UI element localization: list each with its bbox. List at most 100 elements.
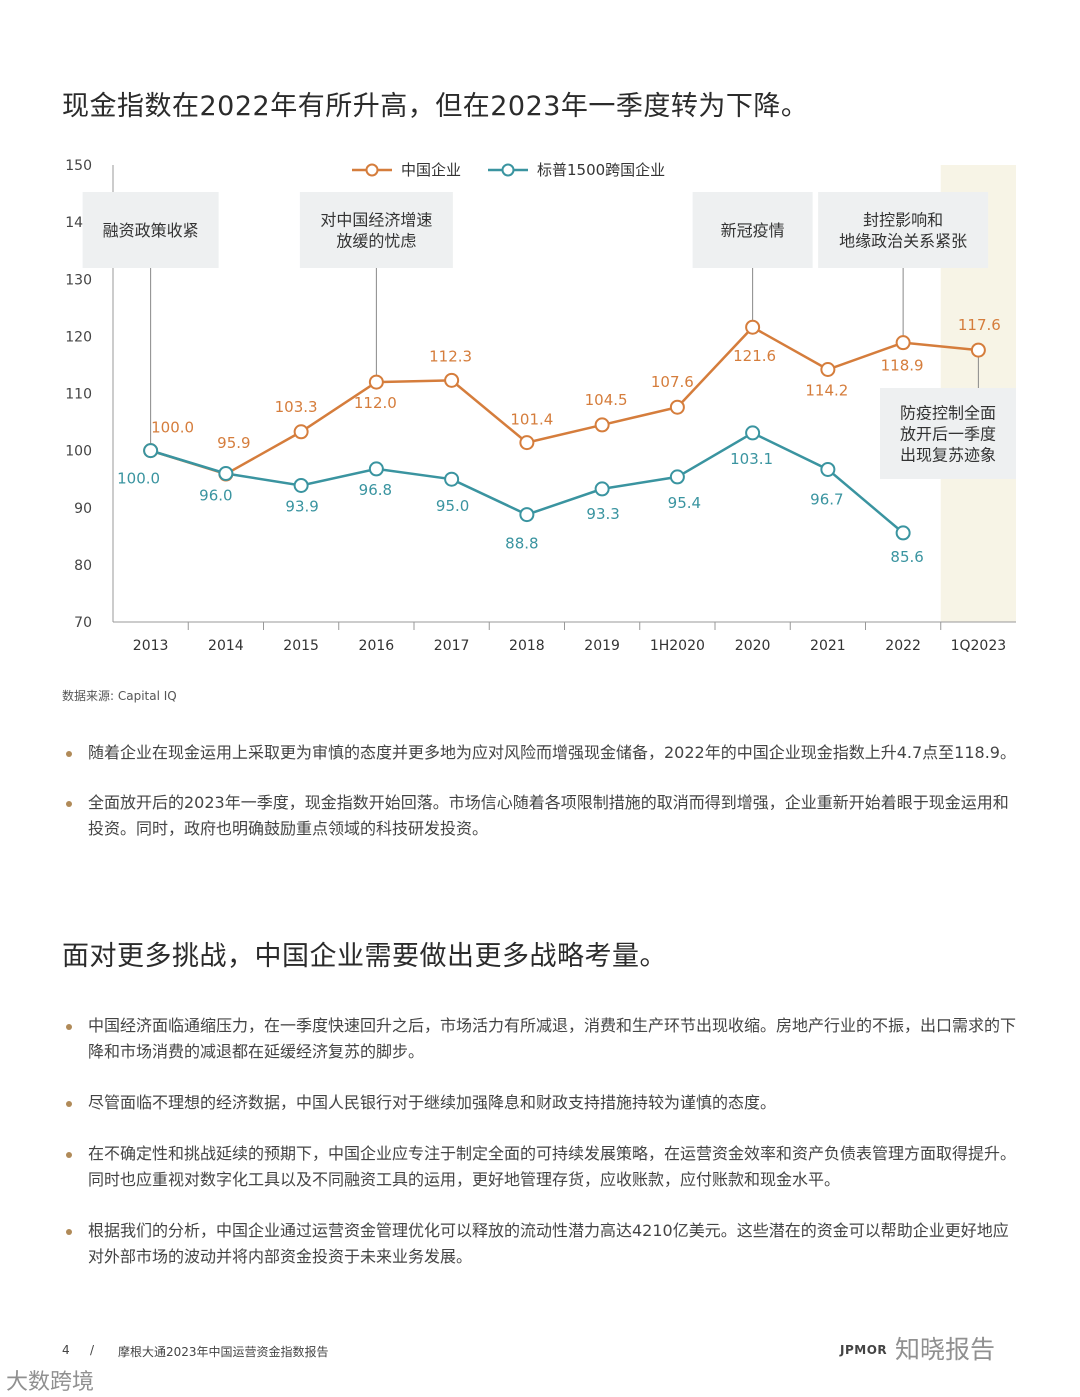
footer-brand: JPMOR	[840, 1343, 888, 1357]
page-heading-2: 面对更多挑战，中国企业需要做出更多战略考量。	[62, 941, 667, 972]
annotation-box	[818, 192, 989, 268]
data-point	[895, 525, 911, 541]
data-point	[594, 417, 610, 433]
footer-report-title: 摩根大通2023年中国运营资金指数报告	[118, 1345, 329, 1359]
data-point	[368, 374, 384, 390]
data-label: 96.7	[810, 490, 843, 508]
page-heading-1: 现金指数在2022年有所升高，但在2023年一季度转为下降。	[62, 91, 809, 122]
watermark-left: 大数跨境	[6, 1370, 95, 1395]
x-tick-label: 2021	[810, 638, 846, 654]
legend-swatch-marker	[501, 163, 515, 177]
annotation-text: 放缓的忧虑	[336, 232, 416, 251]
data-label: 107.6	[651, 373, 694, 391]
annotation-text: 出现复苏迹象	[900, 446, 996, 465]
data-label: 103.1	[730, 450, 773, 468]
data-point	[368, 461, 384, 477]
legend-label: 中国企业	[401, 161, 461, 179]
data-point	[519, 435, 535, 451]
data-label: 95.4	[668, 494, 701, 512]
x-tick-label: 1Q2023	[951, 638, 1007, 654]
data-label: 100.0	[151, 419, 194, 437]
annotation-text: 对中国经济增速	[320, 211, 432, 230]
x-tick-label: 2016	[359, 638, 395, 654]
data-point	[293, 477, 309, 493]
bullet-list-1: 随着企业在现金运用上采取更为审慎的态度并更多地为应对风险而增强现金储备，2022…	[62, 740, 1022, 866]
data-point	[444, 471, 460, 487]
data-point	[820, 461, 836, 477]
footer-page-number: 4	[62, 1343, 70, 1357]
legend-swatch-marker	[365, 163, 379, 177]
data-point	[669, 399, 685, 415]
data-label: 121.6	[733, 347, 776, 365]
data-point	[669, 469, 685, 485]
x-tick-label: 2017	[434, 638, 470, 654]
x-tick-label: 1H2020	[650, 638, 705, 654]
data-label: 88.8	[505, 535, 538, 553]
x-tick-label: 2022	[885, 638, 921, 654]
data-label: 93.9	[285, 497, 318, 515]
data-point	[820, 362, 836, 378]
data-point	[444, 372, 460, 388]
y-tick-label: 100	[65, 444, 92, 460]
list-item: 根据我们的分析，中国企业通过运营资金管理优化可以释放的流动性潜力高达4210亿美…	[62, 1218, 1022, 1270]
data-point	[519, 507, 535, 523]
data-label: 112.3	[429, 347, 472, 365]
y-tick-label: 150	[65, 158, 92, 174]
annotation-box	[880, 388, 1016, 479]
bullet-list-2: 中国经济面临通缩压力，在一季度快速回升之后，市场活力有所减退，消费和生产环节出现…	[62, 1013, 1022, 1295]
data-label: 114.2	[805, 382, 848, 400]
data-label: 96.0	[199, 486, 232, 504]
y-tick-label: 120	[65, 329, 92, 345]
data-point	[143, 443, 159, 459]
annotation-text: 封控影响和	[863, 211, 943, 230]
data-point	[970, 342, 986, 358]
legend-label: 标普1500跨国企业	[537, 161, 665, 179]
annotation-text: 新冠疫情	[721, 221, 785, 240]
annotation-box	[299, 192, 453, 268]
x-tick-label: 2014	[208, 638, 244, 654]
annotation-text: 地缘政治关系紧张	[839, 232, 967, 251]
x-tick-label: 2020	[735, 638, 771, 654]
footer-separator: /	[90, 1343, 95, 1357]
data-label: 95.9	[217, 434, 250, 452]
list-item: 中国经济面临通缩压力，在一季度快速回升之后，市场活力有所减退，消费和生产环节出现…	[62, 1013, 1022, 1065]
data-point	[218, 465, 234, 481]
y-tick-label: 90	[74, 501, 92, 517]
data-point	[745, 319, 761, 335]
data-point	[594, 481, 610, 497]
annotation-text: 融资政策收紧	[103, 221, 199, 240]
annotation-text: 放开后一季度	[900, 425, 996, 444]
data-label: 96.8	[359, 481, 392, 499]
y-tick-label: 130	[65, 272, 92, 288]
list-item: 在不确定性和挑战延续的预期下，中国企业应专注于制定全面的可持续发展策略，在运营资…	[62, 1141, 1022, 1193]
data-label: 104.5	[585, 391, 628, 409]
data-label: 95.0	[436, 497, 469, 515]
x-tick-label: 2019	[584, 638, 620, 654]
data-point	[745, 425, 761, 441]
x-tick-label: 2013	[133, 638, 169, 654]
data-label: 117.6	[958, 316, 1001, 334]
data-label: 112.0	[354, 394, 397, 412]
list-item: 全面放开后的2023年一季度，现金指数开始回落。市场信心随着各项限制措施的取消而…	[62, 790, 1022, 842]
data-source-note: 数据来源: Capital IQ	[62, 689, 177, 703]
data-label: 100.0	[117, 470, 160, 488]
data-label: 103.3	[275, 398, 318, 416]
data-label: 93.3	[586, 505, 619, 523]
x-tick-label: 2015	[283, 638, 319, 654]
series-line-china	[150, 325, 979, 476]
data-label: 101.4	[510, 411, 553, 429]
data-point	[293, 424, 309, 440]
watermark-right: 知晓报告	[895, 1335, 996, 1364]
y-tick-label: 70	[74, 615, 92, 631]
y-tick-label: 80	[74, 558, 92, 574]
annotation-box	[82, 192, 219, 268]
y-tick-label: 110	[65, 387, 92, 403]
data-point	[895, 335, 911, 351]
data-label: 85.6	[890, 548, 923, 566]
list-item: 随着企业在现金运用上采取更为审慎的态度并更多地为应对风险而增强现金储备，2022…	[62, 740, 1022, 766]
annotation-text: 防疫控制全面	[900, 404, 996, 423]
x-tick-label: 2018	[509, 638, 545, 654]
list-item: 尽管面临不理想的经济数据，中国人民银行对于继续加强降息和财政支持措施持较为谨慎的…	[62, 1090, 1022, 1116]
data-label: 118.9	[881, 357, 924, 375]
